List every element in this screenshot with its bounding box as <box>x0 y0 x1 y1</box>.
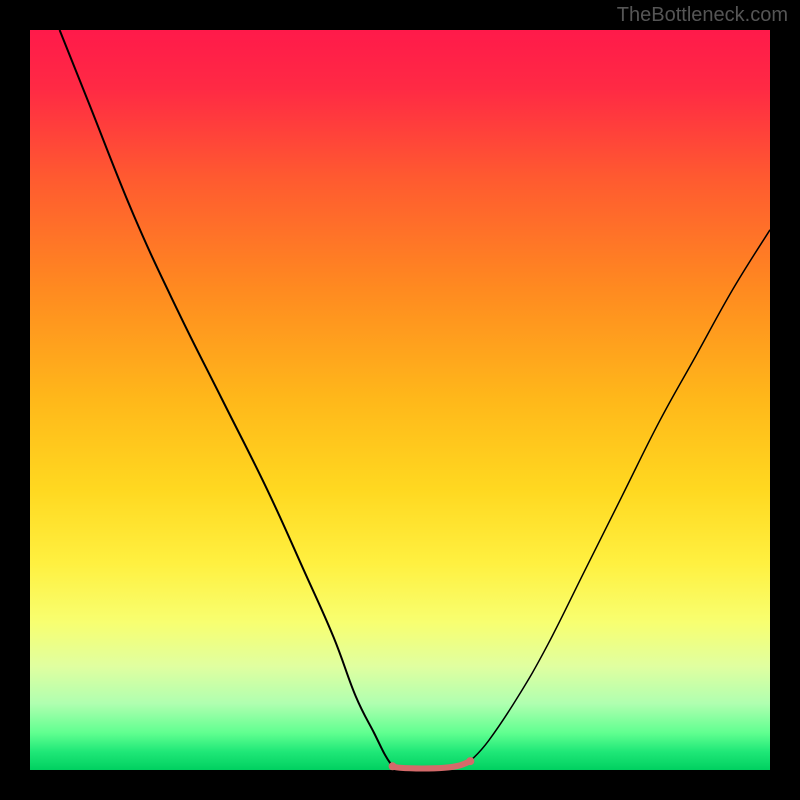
watermark-text: TheBottleneck.com <box>617 4 788 27</box>
plot-background <box>30 30 770 770</box>
flat-region-start-dot <box>389 762 397 770</box>
chart-svg <box>0 0 800 800</box>
flat-region-end-dot <box>466 757 474 765</box>
bottleneck-chart: TheBottleneck.com <box>0 0 800 800</box>
